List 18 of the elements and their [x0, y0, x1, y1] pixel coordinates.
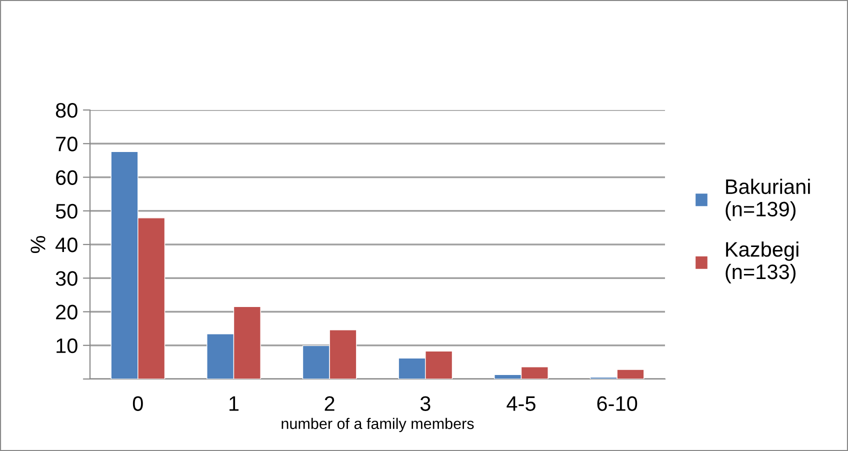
- x-axis-title: number of a family members: [282, 418, 474, 432]
- x-tick-label: 3: [420, 396, 430, 411]
- y-tick-label: 30: [56, 271, 78, 286]
- y-tick-label: 40: [56, 238, 78, 252]
- y-axis-title: %: [30, 236, 46, 254]
- y-tick-label: 10: [56, 338, 78, 354]
- legend-label: Kazbegi (n=133): [726, 241, 798, 284]
- x-tick-label: 1: [230, 396, 239, 411]
- y-tick-label: 70: [56, 136, 78, 152]
- y-tick-label: 80: [56, 103, 78, 118]
- x-tick-label: 0: [132, 396, 143, 411]
- y-tick-label: 50: [56, 204, 78, 219]
- y-tick-label: 60: [56, 170, 78, 186]
- x-tick-label: 2: [324, 396, 334, 411]
- y-tick-label: 20: [56, 304, 78, 320]
- x-tick-label: 6-10: [597, 396, 638, 411]
- x-tick-label: 4-5: [506, 396, 536, 411]
- legend-label: Bakuriani (n=139): [726, 178, 810, 221]
